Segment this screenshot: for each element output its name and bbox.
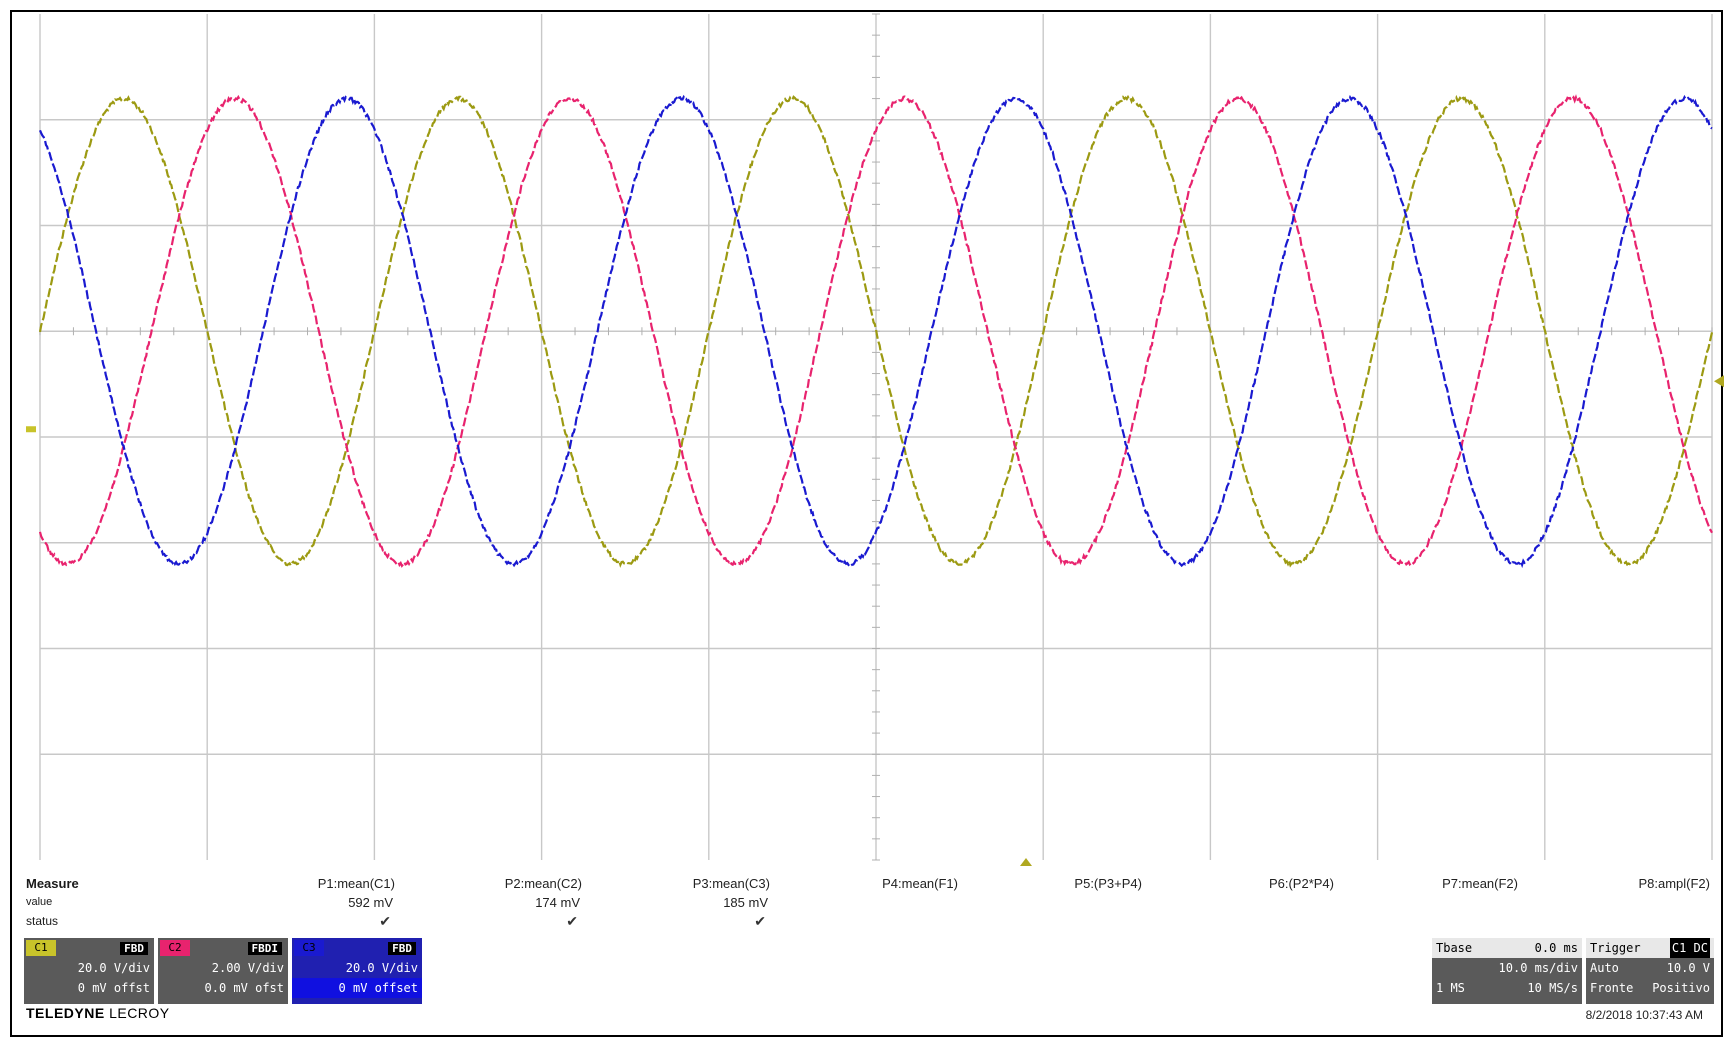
channel-offset: 0 mV offset — [292, 978, 422, 998]
channel-mode: FBD — [388, 941, 416, 955]
timebase-rate: 10 MS/s — [1527, 981, 1578, 995]
channel-offset: 0.0 mV ofst — [204, 981, 284, 995]
trigger-label: Trigger — [1590, 941, 1641, 955]
channel-vdiv: 20.0 V/div — [345, 961, 418, 975]
measure-title: Measure — [26, 876, 79, 891]
trigger-panel[interactable]: Trigger C1 DC Auto 10.0 V Fronte Positivo — [1586, 938, 1714, 1004]
measure-param-name[interactable]: P5:(P3+P4) — [1074, 876, 1142, 891]
trigger-source: C1 DC — [1669, 938, 1710, 958]
channel-color-tag: C2 — [160, 940, 190, 956]
timestamp: 8/2/2018 10:37:43 AM — [1585, 1008, 1703, 1022]
brand-sub: LECROY — [104, 1005, 170, 1021]
channel-vdiv: 2.00 V/div — [211, 961, 284, 975]
trigger-type: Fronte — [1590, 981, 1634, 995]
measure-param-status-icon: ✔ — [566, 913, 578, 929]
trigger-level: 10.0 V — [1666, 961, 1710, 975]
timebase-delay: 0.0 ms — [1534, 941, 1578, 955]
channel-color-tag: C3 — [294, 940, 324, 956]
measure-param-name[interactable]: P3:mean(C3) — [692, 876, 770, 891]
timebase-tdiv: 10.0 ms/div — [1498, 961, 1578, 975]
measure-param-value: 174 mV — [535, 895, 580, 910]
trigger-position-marker-icon — [1020, 858, 1032, 866]
timebase-samples: 1 MS — [1436, 981, 1465, 995]
measure-param-name[interactable]: P2:mean(C2) — [504, 876, 582, 891]
channel-ground-marker-icon — [26, 426, 36, 433]
channel-box[interactable]: C3 FBD 20.0 V/div 0 mV offset — [292, 938, 422, 1004]
measure-param-name[interactable]: P1:mean(C1) — [317, 876, 395, 891]
measure-param-name[interactable]: P8:ampl(F2) — [1638, 876, 1710, 891]
measure-param-name[interactable]: P7:mean(F2) — [1442, 876, 1518, 891]
measure-param-name[interactable]: P4:mean(F1) — [882, 876, 958, 891]
channel-vdiv: 20.0 V/div — [77, 961, 150, 975]
timebase-panel[interactable]: Tbase 0.0 ms 10.0 ms/div 1 MS 10 MS/s — [1432, 938, 1582, 1004]
measure-param-value: 592 mV — [348, 895, 393, 910]
brand-name: TELEDYNE — [26, 1005, 105, 1021]
timebase-label: Tbase — [1436, 941, 1473, 955]
measure-param-value: 185 mV — [723, 895, 768, 910]
brand-logo: TELEDYNE LECROY — [26, 1005, 170, 1021]
measure-value-label: value — [26, 896, 53, 908]
trigger-mode: Auto — [1590, 961, 1619, 975]
channel-color-tag: C1 — [26, 940, 56, 956]
measure-param-name[interactable]: P6:(P2*P4) — [1268, 876, 1334, 891]
waveform-trace-c3 — [38, 94, 1713, 569]
waveform-display — [26, 13, 1724, 866]
measure-param-status-icon: ✔ — [379, 913, 391, 929]
channel-box[interactable]: C1 FBD 20.0 V/div 0 mV offst — [24, 938, 154, 1004]
channel-mode: FBD — [120, 941, 148, 955]
waveform-trace-c1 — [38, 94, 1714, 568]
channel-offset: 0 mV offst — [77, 981, 150, 995]
trigger-level-marker-icon — [1714, 375, 1724, 388]
measure-status-label: status — [26, 914, 59, 928]
measure-param-status-icon: ✔ — [754, 913, 766, 929]
channel-mode: FBDI — [247, 941, 282, 955]
channel-box[interactable]: C2 FBDI 2.00 V/div 0.0 mV ofst — [158, 938, 288, 1004]
trigger-slope: Positivo — [1652, 981, 1710, 995]
waveform-trace-c2 — [38, 94, 1713, 568]
